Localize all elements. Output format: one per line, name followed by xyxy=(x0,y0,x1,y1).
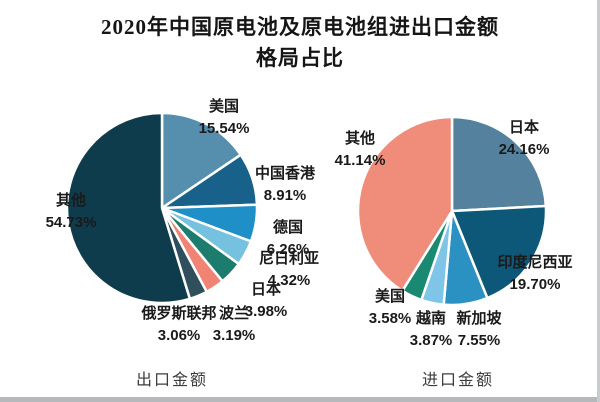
slice-label-中国香港: 中国香港 8.91% xyxy=(255,163,315,207)
pie-slice-其他 xyxy=(65,111,192,305)
slice-label-尼日利亚: 尼日利亚 4.32% xyxy=(259,248,319,292)
slice-label-日本: 日本 24.16% xyxy=(499,117,550,161)
import-chart-caption: 进口金额 xyxy=(421,372,495,389)
slice-label-name: 尼日利亚 xyxy=(258,250,320,267)
slice-label-name: 美国 xyxy=(208,98,239,115)
slice-label-美国: 美国 15.54% xyxy=(199,96,250,140)
slice-label-value: 4.32% xyxy=(267,272,311,289)
pie-chart-export xyxy=(65,111,259,305)
slice-label-value: 3.19% xyxy=(212,327,256,344)
slice-label-name: 其他 xyxy=(344,130,375,147)
page-title-line2: 格局占比 xyxy=(256,46,344,70)
page-title-line1: 2020年中国原电池及原电池组进出口金额 xyxy=(101,15,499,39)
slice-label-value: 3.06% xyxy=(157,327,201,344)
slice-label-印度尼西亚: 印度尼西亚 19.70% xyxy=(497,252,572,296)
slice-label-美国: 美国 3.58% xyxy=(369,286,412,330)
slice-label-value: 15.54% xyxy=(198,120,250,137)
pie-slice-印度尼西亚 xyxy=(450,204,548,300)
slice-label-value: 24.16% xyxy=(498,141,550,158)
slice-label-value: 3.87% xyxy=(409,332,453,349)
pie-slice-其他 xyxy=(356,115,454,293)
slice-label-日本: 日本 3.98% xyxy=(245,279,288,323)
slice-label-俄罗斯联邦: 俄罗斯联邦 3.06% xyxy=(141,303,216,347)
export-chart-caption: 出口金额 xyxy=(135,372,209,389)
slice-label-value: 54.73% xyxy=(45,214,97,231)
slice-label-德国: 德国 6.26% xyxy=(267,217,310,261)
slice-label-name: 俄罗斯联邦 xyxy=(141,305,217,322)
slice-label-其他: 其他 54.73% xyxy=(46,190,97,234)
slice-label-name: 新加坡 xyxy=(456,310,502,327)
slice-label-value: 41.14% xyxy=(334,152,386,169)
slice-label-value: 19.70% xyxy=(509,276,561,293)
slice-label-value: 3.58% xyxy=(368,310,412,327)
slice-label-value: 6.26% xyxy=(266,241,310,258)
pie-slice-日本 xyxy=(450,115,548,213)
slice-label-value: 7.55% xyxy=(457,332,501,349)
slice-label-value: 3.98% xyxy=(244,303,288,320)
slice-label-其他: 其他 41.14% xyxy=(335,128,386,172)
slice-label-name: 日本 xyxy=(508,119,539,136)
slice-label-波兰: 波兰 3.19% xyxy=(213,303,256,347)
slice-label-name: 其他 xyxy=(55,192,86,209)
slice-label-value: 8.91% xyxy=(263,187,307,204)
slice-label-越南: 越南 3.87% xyxy=(410,308,453,352)
slice-label-name: 美国 xyxy=(374,288,406,305)
slice-label-name: 德国 xyxy=(272,219,304,236)
pie-slice-美国 xyxy=(160,111,242,210)
right-edge-shadow xyxy=(597,0,600,402)
slice-label-name: 印度尼西亚 xyxy=(497,254,573,271)
slice-label-name: 中国香港 xyxy=(254,165,316,182)
bottom-edge-shadow xyxy=(0,397,600,402)
page-title: 2020年中国原电池及原电池组进出口金额 格局占比 xyxy=(0,12,600,74)
slice-label-name: 越南 xyxy=(415,310,447,327)
slice-label-name: 波兰 xyxy=(218,305,250,322)
slice-label-name: 日本 xyxy=(250,281,282,298)
slice-label-新加坡: 新加坡 7.55% xyxy=(456,308,501,352)
pie-chart-import xyxy=(356,115,548,307)
